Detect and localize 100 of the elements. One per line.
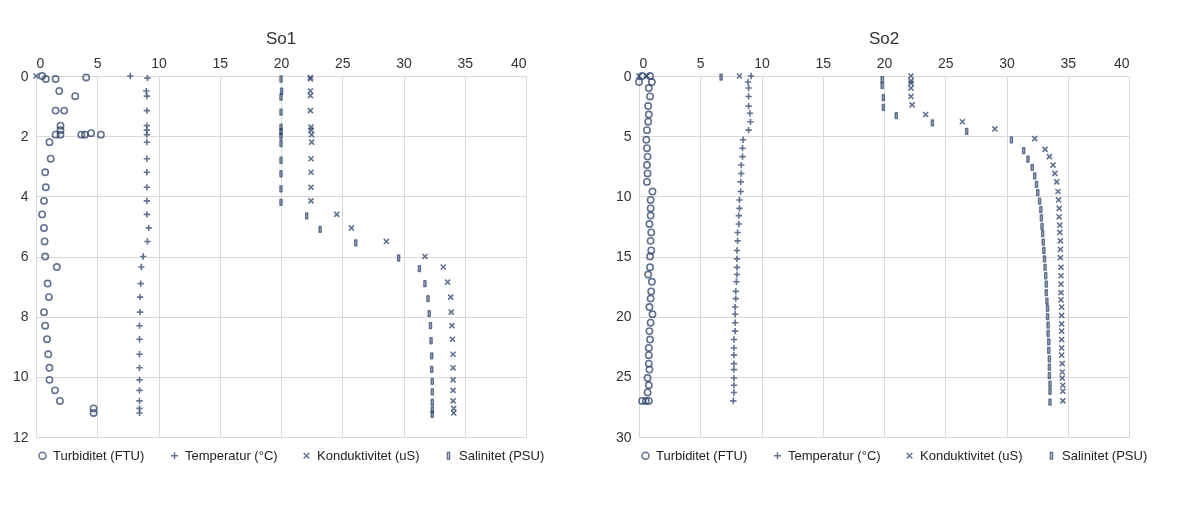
point — [45, 363, 54, 372]
point — [307, 92, 314, 99]
point — [641, 396, 650, 405]
point — [646, 263, 654, 272]
point — [737, 169, 746, 178]
point — [643, 161, 651, 169]
y-tick-label: 30 — [615, 428, 632, 445]
point — [647, 228, 656, 237]
point — [642, 135, 651, 144]
point — [89, 404, 98, 413]
point — [55, 396, 64, 405]
point — [646, 236, 655, 245]
point — [643, 152, 652, 161]
legend-label: Konduktivitet (uS) — [920, 447, 1023, 463]
point — [308, 131, 315, 138]
chart-title: So1 — [265, 29, 297, 48]
point — [45, 138, 54, 147]
point — [71, 92, 80, 101]
point — [644, 270, 653, 279]
x-tick-label: 20 — [876, 54, 893, 71]
point — [51, 130, 60, 139]
point — [644, 102, 653, 111]
point — [38, 72, 47, 80]
point — [908, 101, 916, 109]
point — [41, 75, 50, 83]
point — [1059, 387, 1067, 395]
x-tick-label: 30 — [999, 54, 1015, 71]
point — [644, 381, 653, 390]
point — [645, 220, 654, 228]
point — [41, 252, 50, 261]
point — [449, 376, 457, 384]
x-tick-label: 5 — [93, 54, 102, 71]
x-tick-label: 40 — [1113, 54, 1130, 71]
y-tick-label: 4 — [20, 187, 29, 204]
point — [43, 335, 51, 344]
y-tick-label: 12 — [12, 428, 29, 445]
y-tick-label: 8 — [20, 308, 29, 325]
x-tick-label: 35 — [457, 54, 474, 71]
point — [56, 130, 65, 139]
y-tick-label: 15 — [615, 248, 632, 264]
point — [907, 84, 915, 92]
point — [1057, 245, 1064, 253]
point — [646, 335, 654, 344]
point — [449, 364, 457, 372]
point — [907, 72, 915, 80]
point — [991, 125, 999, 133]
point — [43, 279, 52, 288]
x-tick-label: 25 — [937, 54, 954, 71]
x-tick-label: 10 — [151, 54, 167, 71]
point — [56, 121, 65, 130]
point — [959, 118, 966, 126]
point — [333, 211, 341, 218]
point — [56, 126, 65, 135]
legend-label: Temperatur (°C) — [788, 447, 881, 463]
point — [644, 396, 653, 405]
point — [51, 386, 59, 395]
point — [449, 397, 457, 405]
x-tick-label: 30 — [396, 54, 412, 71]
point — [87, 129, 96, 138]
point — [41, 321, 50, 330]
point — [89, 408, 98, 417]
point — [648, 187, 657, 196]
point — [638, 72, 647, 80]
legend-label: Konduktivitet (uS) — [317, 447, 420, 463]
point — [40, 223, 48, 232]
y-tick-label: 10 — [615, 187, 632, 204]
legend-label: Salinitet (PSU) — [1062, 447, 1148, 463]
point — [644, 110, 653, 119]
point — [447, 308, 455, 316]
point — [96, 130, 105, 139]
x-tick-label: 5 — [696, 54, 705, 71]
point — [40, 196, 48, 205]
point — [51, 75, 60, 83]
point — [82, 73, 91, 82]
x-tick-label: 15 — [815, 54, 832, 71]
point — [646, 294, 655, 303]
point — [647, 287, 656, 296]
x-tick-label: 10 — [754, 54, 770, 71]
legend-label: Turbiditet (FTU) — [53, 447, 145, 463]
point — [1058, 312, 1065, 319]
y-tick-label: 5 — [623, 127, 632, 144]
point — [1049, 161, 1057, 169]
point — [1056, 221, 1064, 229]
point — [643, 144, 651, 153]
point — [38, 210, 47, 219]
y-tick-label: 2 — [20, 127, 29, 144]
legend-label: Temperatur (°C) — [185, 447, 278, 463]
point — [81, 130, 89, 139]
point — [648, 310, 657, 319]
point — [1057, 254, 1064, 262]
point — [644, 344, 653, 352]
x-tick-label: 40 — [510, 54, 527, 71]
point — [646, 211, 655, 220]
point — [646, 318, 655, 327]
x-tick-label: 0 — [36, 54, 45, 71]
point — [52, 263, 61, 271]
point — [647, 277, 656, 286]
point — [643, 177, 651, 186]
point — [647, 246, 656, 255]
point — [1059, 381, 1067, 389]
